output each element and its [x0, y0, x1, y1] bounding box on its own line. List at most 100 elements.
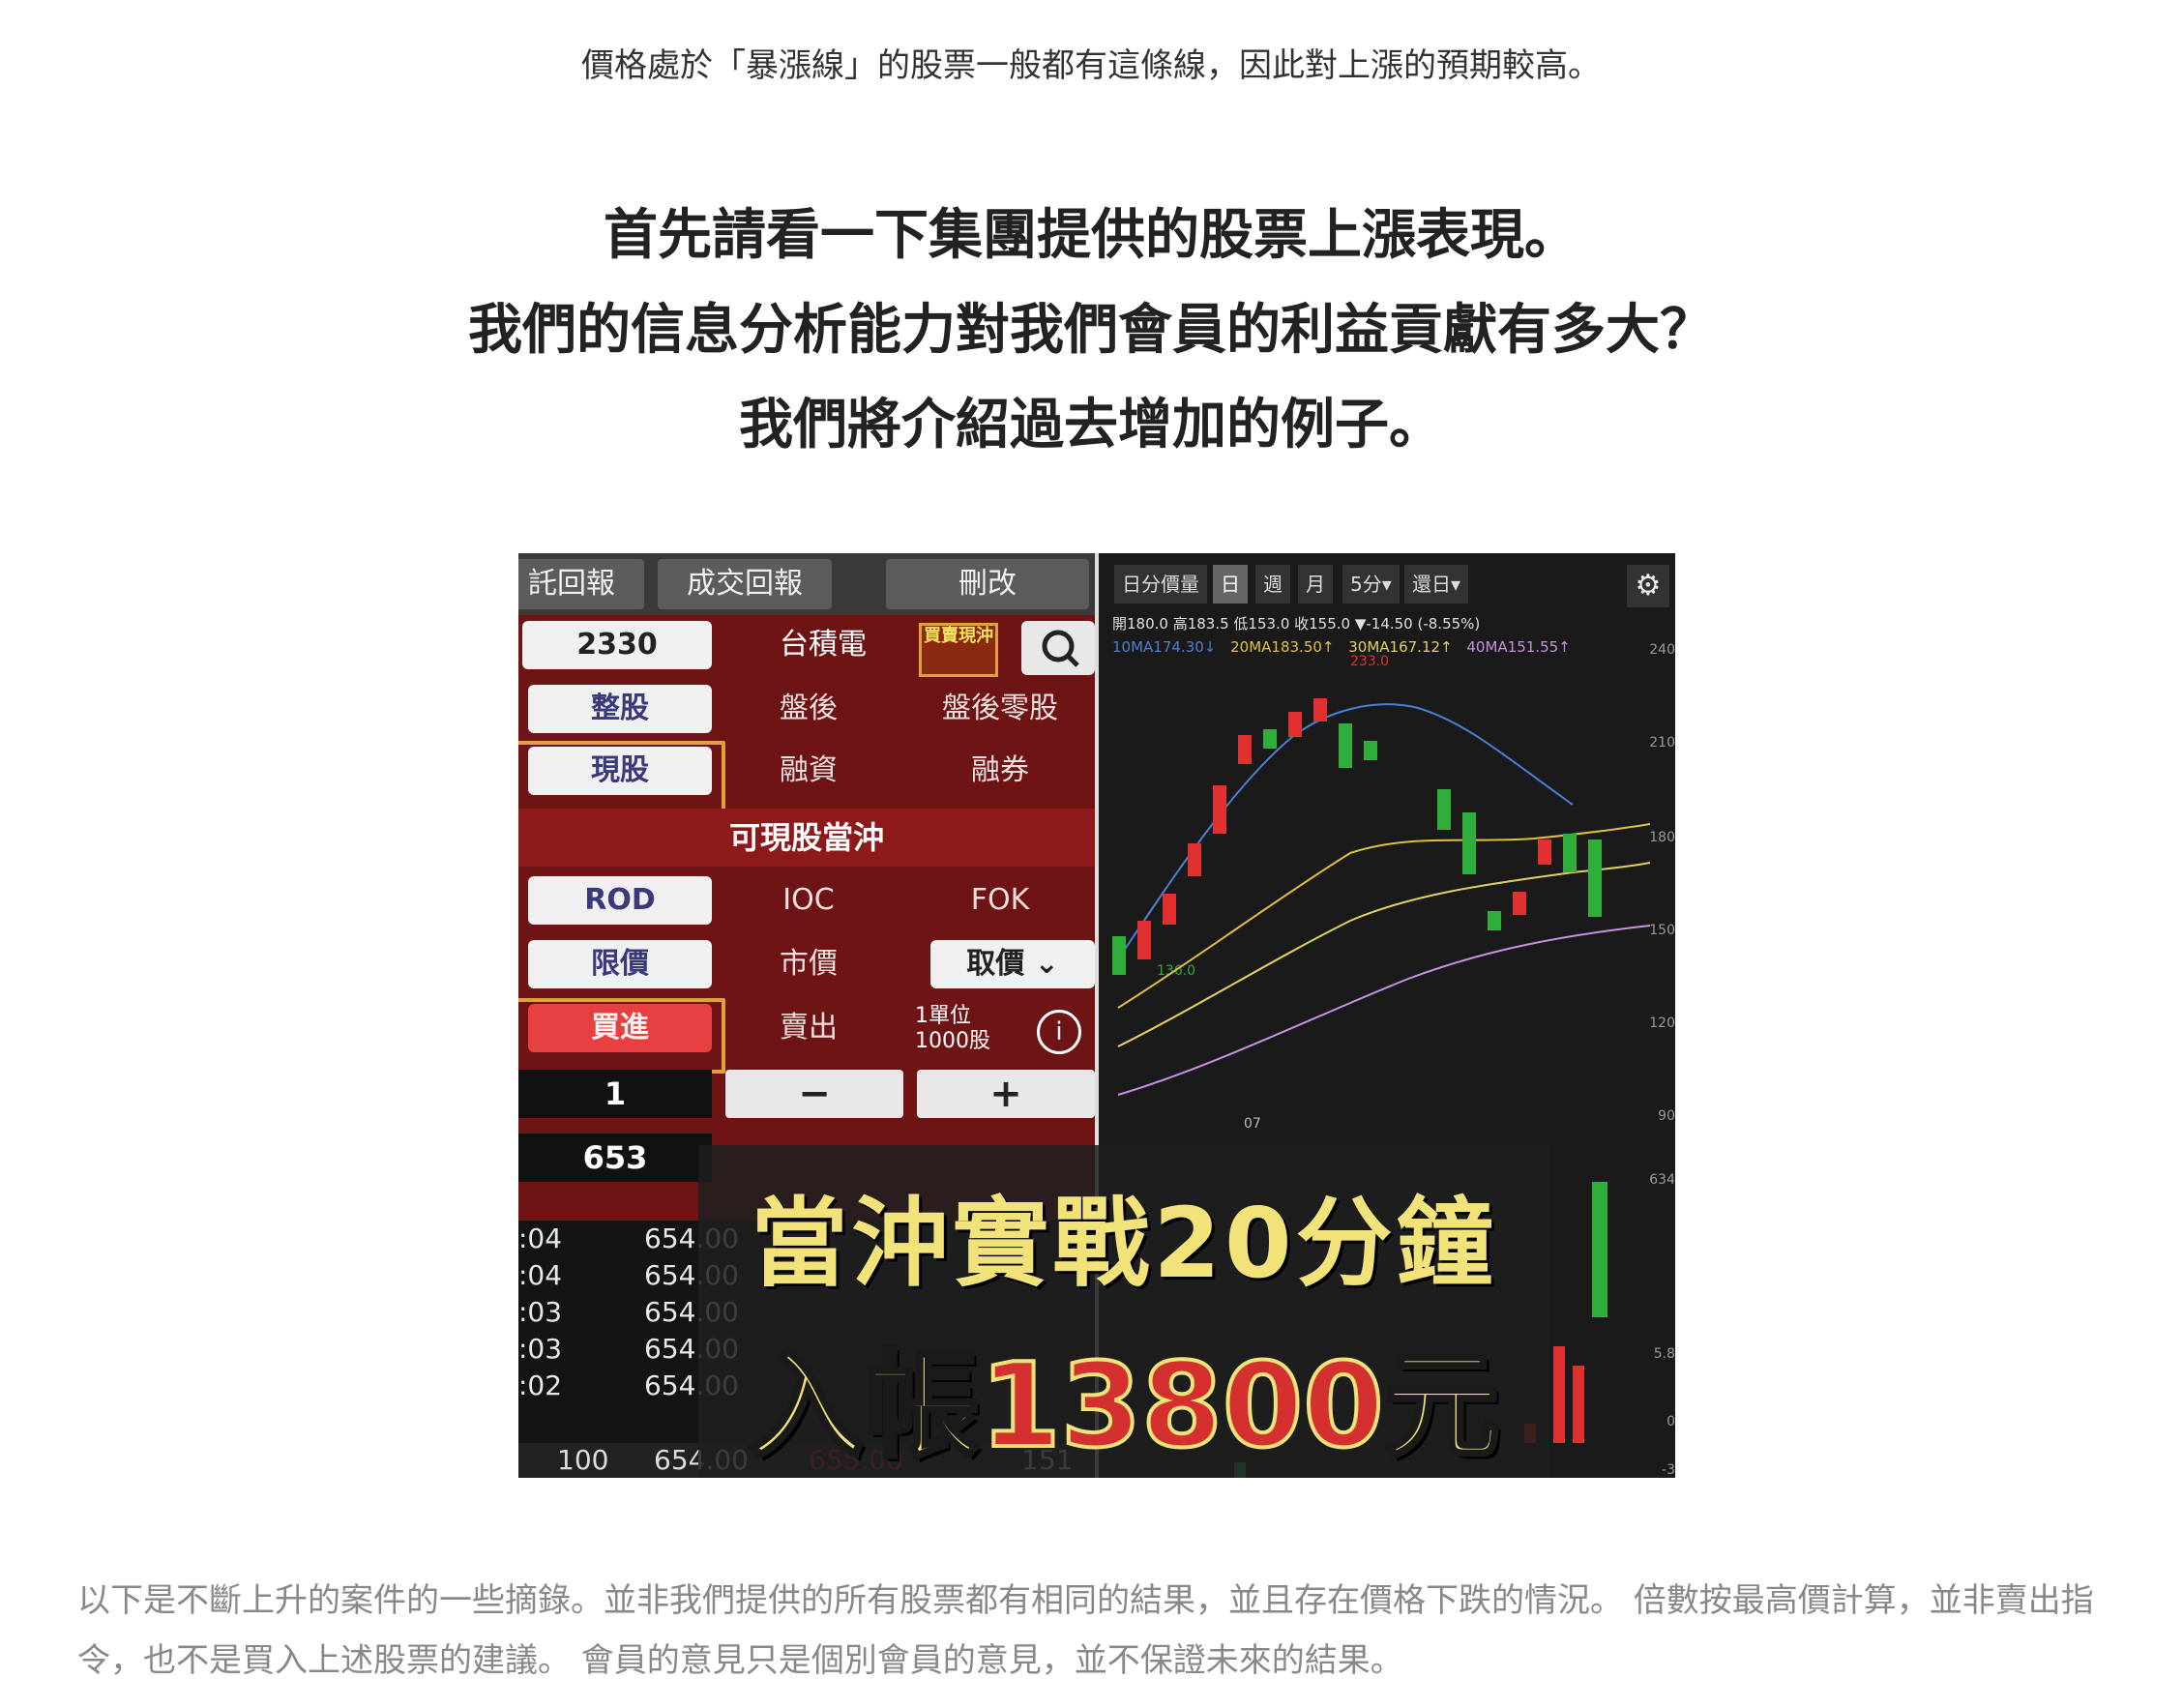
intro-text: 價格處於「暴漲線」的股票一般都有這條線，因此對上漲的預期較高。: [581, 46, 1601, 85]
day-trade-badge: 買賣現沖: [919, 623, 998, 677]
ma20-label: 20MA183.50↑: [1230, 638, 1335, 656]
candle-down: [1437, 789, 1451, 830]
session-after-hours-odd[interactable]: 盤後零股: [942, 692, 1058, 725]
tick-time: :04: [518, 1222, 563, 1254]
minus-button[interactable]: −: [725, 1070, 903, 1118]
tick-time: :04: [518, 1259, 563, 1291]
trading-screenshot: 託回報 成交回報 刪改 2330 台積電 買賣現沖 整股 盤後 盤後零股 現股 …: [518, 553, 1675, 1478]
candle-down: [1588, 839, 1602, 917]
ma10-label: 10MA174.30↓: [1112, 638, 1217, 656]
volume-tick: 5.8: [1653, 1346, 1675, 1362]
type-margin[interactable]: 融資: [780, 753, 838, 787]
candle-up: [1213, 785, 1226, 834]
sell-button[interactable]: 賣出: [780, 1011, 838, 1045]
y-tick: 180: [1649, 830, 1675, 845]
gear-icon[interactable]: ⚙: [1627, 565, 1669, 607]
candle-down: [1462, 812, 1476, 874]
volume-tick: 634: [1649, 1172, 1675, 1188]
unit-label: 1單位 1000股: [915, 1004, 990, 1053]
cond-ioc[interactable]: IOC: [782, 883, 835, 917]
info-icon[interactable]: i: [1037, 1010, 1081, 1054]
quote-volume: 100: [557, 1444, 609, 1476]
tick-time: :03: [518, 1333, 563, 1365]
candle-down: [1563, 834, 1577, 872]
type-short[interactable]: 融券: [971, 753, 1029, 787]
promo-amount: 13800: [978, 1338, 1385, 1476]
candle-up: [1313, 698, 1327, 721]
y-tick: 150: [1649, 923, 1675, 938]
tab-restore[interactable]: 還日▾: [1404, 565, 1469, 604]
x-label: 07: [1244, 1116, 1261, 1132]
candle-up: [1538, 839, 1551, 865]
ma-legend: 10MA174.30↓ 20MA183.50↑ 30MA167.12↑ 40MA…: [1112, 638, 1571, 656]
candle-up: [1288, 712, 1302, 737]
session-after-hours[interactable]: 盤後: [780, 692, 838, 725]
volume-tick: 0: [1666, 1414, 1675, 1429]
headline-line-1: 首先請看一下集團提供的股票上漲表現。: [604, 204, 1578, 267]
promo-line-2-prefix: 入帳: [746, 1338, 982, 1476]
promo-line-2-suffix: 元: [1382, 1338, 1502, 1476]
candle-down: [1263, 729, 1277, 749]
search-icon: [1042, 630, 1079, 667]
plus-button[interactable]: +: [917, 1070, 1095, 1118]
candle-up: [1137, 921, 1151, 959]
ma40-label: 40MA151.55↑: [1466, 638, 1571, 656]
y-tick: 90: [1658, 1108, 1675, 1124]
candlestick-chart: [1112, 698, 1651, 1478]
tab-order-report[interactable]: 託回報: [518, 559, 644, 609]
promo-line-1: 當沖實戰20分鐘: [751, 1187, 1497, 1300]
tab-trade-report[interactable]: 成交回報: [658, 559, 832, 609]
search-button[interactable]: [1021, 621, 1095, 675]
tick-time: :03: [518, 1296, 563, 1328]
y-tick: 240: [1649, 642, 1675, 658]
cond-rod[interactable]: ROD: [528, 876, 712, 925]
tab-week[interactable]: 週: [1255, 565, 1290, 604]
ma30-label: 30MA167.12↑: [1348, 638, 1453, 656]
candle-up: [1188, 843, 1201, 876]
session-board-lot[interactable]: 整股: [528, 685, 712, 733]
session-row: 整股 盤後 盤後零股: [518, 685, 1095, 743]
tab-5min[interactable]: 5分▾: [1342, 565, 1400, 604]
candle-down: [1488, 911, 1501, 930]
candle-up: [1163, 894, 1176, 925]
disclaimer-text: 以下是不斷上升的案件的一些摘錄。並非我們提供的所有股票都有相同的結果，並且存在價…: [77, 1581, 2094, 1680]
stock-code-field[interactable]: 2330: [522, 621, 712, 669]
candle-up: [1238, 735, 1252, 764]
buy-button[interactable]: 買進: [528, 1004, 712, 1052]
tab-modify[interactable]: 刪改: [886, 559, 1089, 609]
type-row: 現股 融資 融券: [518, 741, 1095, 816]
headline-line-3: 我們將介紹過去增加的例子。: [739, 394, 1443, 456]
price-limit[interactable]: 限價: [528, 940, 712, 988]
cond-fok[interactable]: FOK: [970, 883, 1030, 917]
quantity-field[interactable]: 1: [518, 1070, 712, 1118]
tab-day[interactable]: 日: [1213, 565, 1248, 604]
y-tick: 210: [1649, 735, 1675, 751]
stock-name: 台積電: [780, 628, 867, 662]
order-tabs: 託回報 成交回報 刪改: [518, 553, 1095, 615]
headline-line-2: 我們的信息分析能力對我們會員的利益貢獻有多大？: [468, 299, 1714, 362]
volume-bar: [1592, 1182, 1607, 1317]
price-type-row: 限價 市價 取價 ⌄: [518, 940, 1095, 998]
low-label: 136.0: [1157, 963, 1196, 979]
price-fetch-select[interactable]: 取價 ⌄: [930, 940, 1095, 988]
candle-down: [1364, 741, 1377, 760]
candle-down: [1112, 936, 1126, 975]
ma40-line: [1117, 925, 1651, 1096]
headline: 首先請看一下集團提供的股票上漲表現。 我們的信息分析能力對我們會員的利益貢獻有多…: [0, 189, 2182, 473]
day-trade-banner: 可現股當沖: [518, 809, 1095, 867]
volume-bar: [1573, 1366, 1584, 1443]
tick-time: :02: [518, 1369, 563, 1401]
price-fetch-label: 取價: [966, 947, 1025, 981]
volume-tick: -3: [1662, 1462, 1675, 1478]
ohlc-info: 開180.0 高183.5 低153.0 收155.0 ▼-14.50 (-8.…: [1112, 615, 1481, 633]
tab-month[interactable]: 月: [1298, 565, 1333, 604]
stock-row: 2330 台積電 買賣現沖: [518, 621, 1095, 679]
candle-down: [1339, 723, 1352, 768]
tab-intraday[interactable]: 日分價量: [1114, 565, 1207, 604]
ma20-line: [1117, 823, 1651, 1009]
order-condition-row: ROD IOC FOK: [518, 876, 1095, 934]
price-field[interactable]: 653: [518, 1134, 712, 1182]
type-cash[interactable]: 現股: [528, 747, 712, 795]
promo-line-2: 入帳13800元: [698, 1311, 1549, 1478]
price-market[interactable]: 市價: [780, 947, 838, 981]
